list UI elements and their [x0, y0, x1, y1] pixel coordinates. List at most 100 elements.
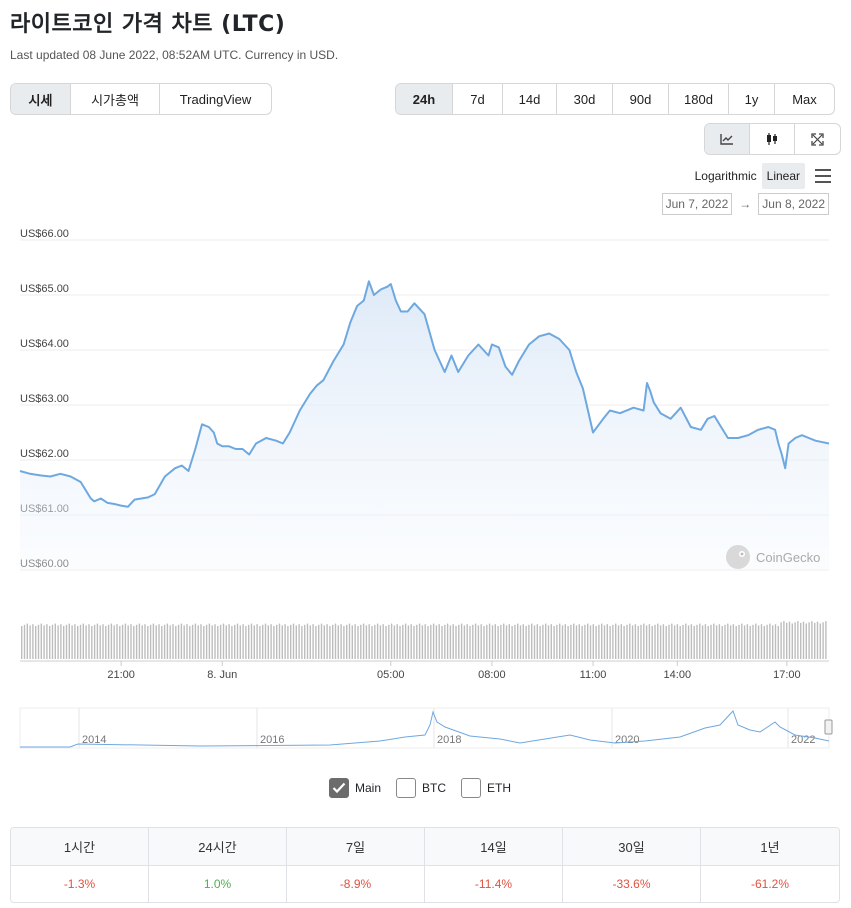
volume-bar: [752, 624, 754, 659]
volume-bar: [133, 626, 135, 659]
range-90d-button[interactable]: 90d: [613, 84, 669, 114]
volume-bar: [105, 626, 107, 659]
volume-bar: [612, 624, 614, 659]
range-180d-button[interactable]: 180d: [669, 84, 729, 114]
fullscreen-icon[interactable]: [795, 124, 840, 154]
volume-bar: [334, 623, 337, 659]
volume-bar: [161, 626, 163, 659]
volume-bar: [427, 626, 429, 659]
volume-bar: [657, 623, 659, 659]
volume-bar: [522, 624, 524, 659]
candlestick-icon[interactable]: [750, 124, 795, 154]
x-tick-label: 14:00: [664, 669, 692, 681]
tab-price[interactable]: 시세: [11, 84, 71, 114]
volume-bar: [455, 626, 457, 659]
volume-bar: [432, 623, 435, 659]
price-chart[interactable]: US$66.00 US$65.00 US$64.00 US$63.00 US$62.00…: [0, 225, 851, 765]
perf-value-30d: -33.6%: [563, 866, 701, 902]
volume-bar: [217, 626, 219, 659]
volume-bar: [676, 624, 679, 659]
volume-bar: [741, 623, 743, 659]
date-from-input[interactable]: Jun 7, 2022: [661, 193, 733, 215]
toggle-eth[interactable]: ETH: [461, 778, 511, 798]
volume-bar: [718, 624, 721, 659]
y-tick-label: US$65.00: [20, 283, 69, 295]
volume-bar: [26, 623, 28, 659]
volume-bar: [713, 623, 715, 659]
checkbox-checked-icon[interactable]: [329, 778, 349, 798]
volume-bar: [393, 625, 396, 659]
range-24h-button[interactable]: 24h: [396, 84, 453, 114]
volume-bar: [85, 625, 87, 659]
tab-market-cap[interactable]: 시가총액: [71, 84, 160, 114]
volume-bar: [107, 624, 110, 659]
volume-bar: [777, 626, 779, 659]
date-to-input[interactable]: Jun 8, 2022: [758, 193, 829, 215]
navigator-handle[interactable]: [824, 719, 833, 735]
volume-bar: [35, 626, 37, 659]
volume-bar: [343, 626, 345, 659]
volume-bar: [626, 624, 628, 659]
range-1y-button[interactable]: 1y: [729, 84, 775, 114]
volume-bar: [472, 624, 474, 659]
volume-bar: [587, 623, 589, 659]
volume-bar: [49, 626, 51, 659]
volume-bar: [581, 626, 583, 659]
volume-bar: [570, 624, 572, 659]
volume-bar: [172, 624, 174, 659]
volume-bar: [262, 624, 264, 659]
checkbox-icon[interactable]: [396, 778, 417, 798]
volume-bar: [721, 626, 723, 659]
y-tick-label: US$66.00: [20, 228, 69, 240]
volume-bar: [480, 624, 482, 659]
volume-bar: [673, 625, 676, 659]
y-tick-label: US$63.00: [20, 393, 69, 405]
volume-bar: [519, 625, 522, 659]
hamburger-menu-icon[interactable]: [815, 169, 831, 183]
volume-bar: [214, 624, 216, 659]
line-chart-icon[interactable]: [705, 124, 750, 154]
range-max-button[interactable]: Max: [792, 91, 817, 107]
volume-bar: [323, 625, 325, 659]
volume-bar: [138, 623, 141, 659]
range-30d-button[interactable]: 30d: [557, 84, 613, 114]
volume-bar: [177, 624, 180, 659]
volume-bar: [390, 623, 393, 659]
volume-bar: [301, 626, 303, 659]
volume-bar: [460, 623, 463, 659]
volume-bar: [665, 626, 667, 659]
volume-bar: [163, 624, 166, 659]
volume-bar: [648, 624, 651, 659]
checkbox-icon[interactable]: [461, 778, 482, 798]
toggle-main[interactable]: Main: [329, 778, 381, 798]
volume-bar: [259, 626, 261, 659]
volume-bar: [379, 625, 382, 659]
linear-option[interactable]: Linear: [761, 163, 805, 189]
volume-bar: [245, 626, 247, 659]
volume-bar: [466, 624, 468, 659]
date-range: Jun 7, 2022 → Jun 8, 2022: [661, 193, 829, 215]
tab-tradingview[interactable]: TradingView: [179, 91, 252, 107]
volume-bar: [306, 623, 309, 659]
volume-bar: [556, 624, 558, 659]
x-tick-label: 8. Jun: [207, 669, 237, 681]
volume-bar: [671, 623, 673, 659]
volume-bar: [155, 625, 157, 659]
volume-bar: [418, 623, 421, 659]
volume-bar: [598, 624, 600, 659]
volume-bar: [575, 625, 578, 659]
volume-bar: [553, 626, 555, 659]
range-7d-button[interactable]: 7d: [453, 84, 503, 114]
volume-bar: [362, 623, 365, 659]
perf-value-24h: 1.0%: [149, 866, 287, 902]
volume-bar: [786, 622, 788, 659]
volume-bar: [404, 623, 407, 659]
volume-bar: [724, 624, 726, 659]
toggle-btc[interactable]: BTC: [396, 778, 446, 798]
volume-bar: [435, 625, 438, 659]
volume-bar: [340, 624, 342, 659]
logarithmic-option[interactable]: Logarithmic: [694, 169, 757, 183]
volume-bar: [248, 624, 250, 659]
volume-bar: [318, 624, 320, 659]
range-14d-button[interactable]: 14d: [503, 84, 557, 114]
